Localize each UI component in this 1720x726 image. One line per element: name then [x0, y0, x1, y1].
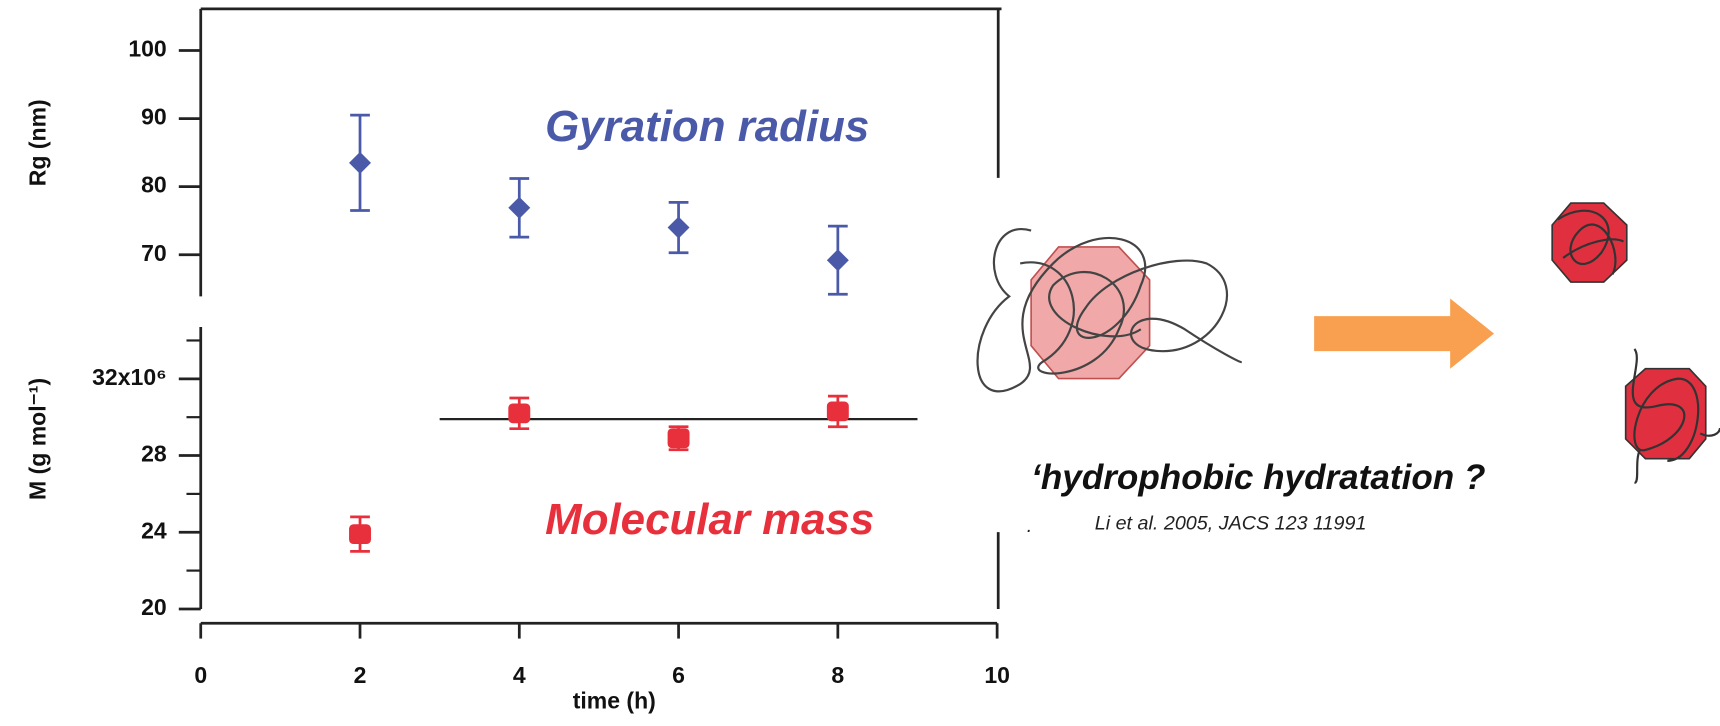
reference: Li et al. 2005, JACS 123 11991 — [1095, 513, 1367, 535]
x-tick-label: 8 — [831, 662, 844, 688]
point — [508, 196, 531, 219]
point — [667, 428, 690, 449]
y-axis-label: M (g mol⁻¹) — [25, 378, 51, 500]
diagram: ‘hydrophobic hydratation ? . Li et al. 2… — [976, 177, 1720, 537]
annotation: Molecular mass — [545, 495, 874, 544]
x-axis-label: time (h) — [573, 687, 656, 713]
y-tick-label: 24 — [141, 517, 167, 543]
point — [349, 151, 371, 174]
point — [508, 403, 531, 424]
x-tick-label: 4 — [513, 662, 526, 688]
y-tick-label: 28 — [141, 441, 167, 467]
globule-small — [1551, 202, 1628, 283]
polymer-coil — [976, 227, 1243, 393]
point — [349, 524, 371, 545]
point — [667, 216, 690, 239]
x-tick-label: 6 — [672, 662, 685, 688]
y-tick-label: 80 — [141, 172, 167, 198]
y-tick-label: 90 — [141, 104, 167, 130]
x-tick-label: 2 — [354, 662, 367, 688]
y-tick-label: 32x10⁶ — [92, 364, 167, 390]
y-tick-label: 100 — [128, 36, 166, 62]
globule-strands — [1557, 209, 1624, 275]
annotation: Gyration radius — [545, 102, 869, 151]
axes — [199, 7, 1002, 625]
point — [826, 401, 849, 422]
caption: ‘hydrophobic hydratation ? — [1031, 458, 1485, 497]
x-tick-label: 10 — [984, 662, 1010, 688]
globule-large — [1624, 367, 1707, 460]
y-tick-label: 20 — [141, 594, 167, 620]
y-tick-label: 70 — [141, 240, 167, 266]
marker: . — [1027, 515, 1032, 537]
arrow — [1314, 298, 1495, 369]
x-tick-label: 0 — [194, 662, 207, 688]
y-axis-label: Rg (nm) — [25, 99, 51, 186]
point — [826, 249, 849, 272]
